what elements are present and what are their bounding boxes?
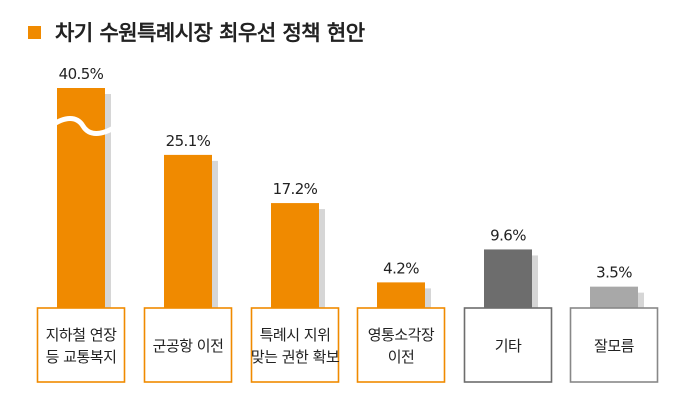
data-label: 3.5%	[596, 264, 632, 282]
category-label-box	[569, 307, 659, 383]
category-label: 맞는 권한 확보	[251, 348, 340, 366]
chart-title-row: 차기 수원특례시장 최우선 정책 현안	[28, 14, 365, 50]
chart-title: 차기 수원특례시장 최우선 정책 현안	[55, 21, 365, 45]
category-label: 이전	[388, 348, 415, 366]
bar	[484, 249, 532, 308]
data-label: 25.1%	[166, 132, 211, 150]
category-label: 등 교통복지	[46, 348, 117, 366]
data-label: 4.2%	[383, 259, 419, 277]
title-square-icon	[28, 25, 41, 39]
category-label: 군공항 이전	[153, 337, 224, 355]
data-label: 9.6%	[490, 226, 526, 244]
bar	[590, 286, 638, 308]
bar	[377, 282, 425, 308]
data-label: 40.5%	[59, 65, 104, 83]
category-label-box	[463, 307, 553, 383]
bar	[271, 203, 319, 308]
bar	[164, 154, 212, 308]
category-label-box	[250, 307, 340, 383]
category-label-box	[143, 307, 233, 383]
category-label: 기타	[495, 337, 522, 355]
category-label-box	[356, 307, 446, 383]
category-label: 지하철 연장	[46, 326, 117, 344]
category-label-box	[36, 307, 126, 383]
category-label: 영통소각장	[368, 326, 435, 344]
category-label: 잘모름	[594, 337, 635, 355]
data-label: 17.2%	[273, 180, 318, 198]
axis-break-mark	[49, 116, 119, 136]
category-label: 특례시 지위	[260, 326, 331, 344]
